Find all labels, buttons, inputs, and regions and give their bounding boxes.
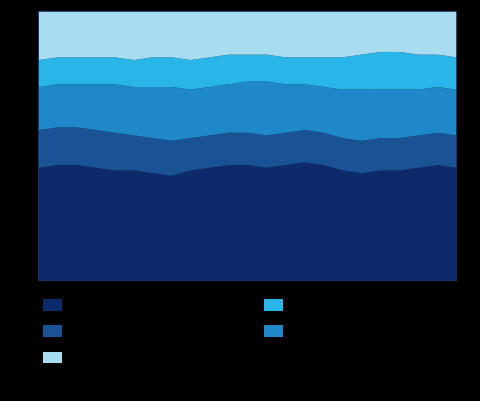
FancyBboxPatch shape [264,326,283,337]
FancyBboxPatch shape [43,326,62,337]
FancyBboxPatch shape [43,352,62,363]
FancyBboxPatch shape [264,300,283,311]
FancyBboxPatch shape [43,300,62,311]
